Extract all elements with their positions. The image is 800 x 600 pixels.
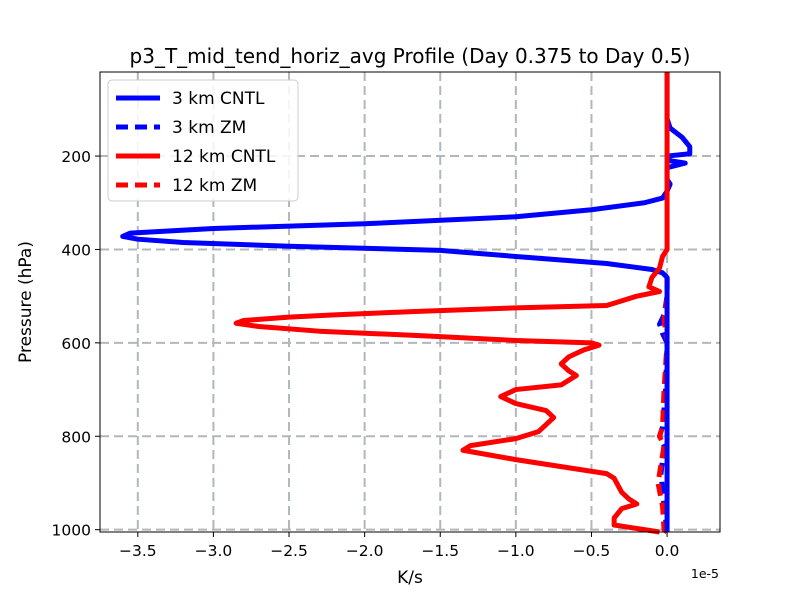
x-tick-label-7: 0.0 <box>655 542 680 560</box>
y-tick-label-3: 800 <box>61 428 91 446</box>
y-axis-label: Pressure (hPa) <box>16 241 36 363</box>
legend-box <box>107 79 299 202</box>
legend: 3 km CNTL 3 km ZM 12 km CNTL 12 km ZM <box>107 79 299 202</box>
x-tick-label-5: −1.0 <box>497 542 535 560</box>
x-tick-label-0: −3.5 <box>119 542 157 560</box>
x-axis-label: K/s <box>397 568 423 588</box>
plot-series <box>120 72 693 535</box>
x-axis-offset-label: 1e-5 <box>691 566 719 581</box>
y-tick-label-4: 1000 <box>52 522 91 540</box>
x-tick-label-6: −0.5 <box>573 542 611 560</box>
chart-title: p3_T_mid_tend_horiz_avg Profile (Day 0.3… <box>130 44 691 68</box>
legend-label-0: 3 km CNTL <box>172 89 265 109</box>
series-line-12-km-zm <box>655 277 670 534</box>
series-line-12-km-cntl <box>233 72 670 535</box>
y-axis-ticks: 200 400 600 800 1000 <box>52 148 100 540</box>
x-tick-label-4: −1.5 <box>421 542 459 560</box>
x-tick-label-1: −3.0 <box>195 542 233 560</box>
y-tick-label-1: 400 <box>61 241 91 259</box>
y-tick-label-0: 200 <box>61 148 91 166</box>
legend-label-2: 12 km CNTL <box>172 147 276 167</box>
x-axis-ticks: −3.5 −3.0 −2.5 −2.0 −1.5 −1.0 −0.5 0.0 <box>119 532 679 560</box>
x-tick-label-3: −2.0 <box>346 542 384 560</box>
legend-label-3: 12 km ZM <box>172 176 257 196</box>
legend-label-1: 3 km ZM <box>172 118 246 138</box>
y-tick-label-2: 600 <box>61 335 91 353</box>
x-tick-label-2: −2.5 <box>270 542 308 560</box>
axes-frame <box>99 71 721 533</box>
series-line-3-km-cntl <box>120 72 693 532</box>
